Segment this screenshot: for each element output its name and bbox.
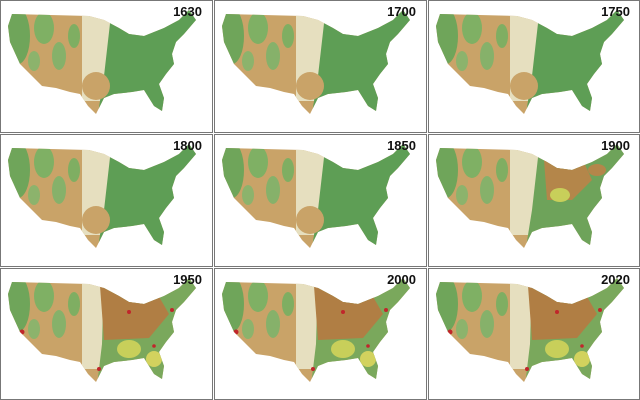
map-panel: 2000 bbox=[214, 268, 427, 400]
year-label: 2000 bbox=[387, 272, 416, 287]
year-label: 1800 bbox=[173, 138, 202, 153]
map-panel: 1750 bbox=[428, 0, 640, 133]
map-panel: 1850 bbox=[214, 134, 427, 267]
year-label: 1950 bbox=[173, 272, 202, 287]
year-label: 1700 bbox=[387, 4, 416, 19]
map-panel: 1800 bbox=[0, 134, 213, 267]
map-panel: 1900 bbox=[428, 134, 640, 267]
year-label: 1850 bbox=[387, 138, 416, 153]
map-panel: 2020 bbox=[428, 268, 640, 400]
year-label: 2020 bbox=[601, 272, 630, 287]
map-panel: 1700 bbox=[214, 0, 427, 133]
year-label: 1900 bbox=[601, 138, 630, 153]
year-label: 1630 bbox=[173, 4, 202, 19]
year-label: 1750 bbox=[601, 4, 630, 19]
map-panel: 1630 bbox=[0, 0, 213, 133]
map-panel: 1950 bbox=[0, 268, 213, 400]
